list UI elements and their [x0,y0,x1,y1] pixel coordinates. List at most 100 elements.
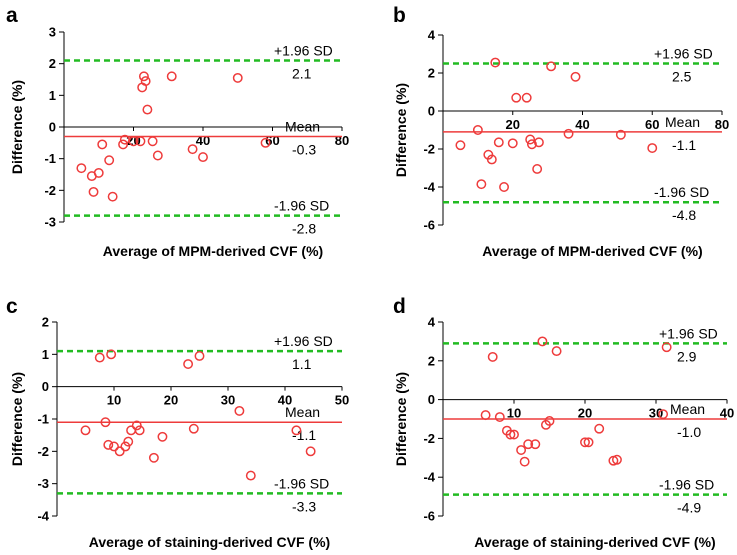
y-tick-label: 2 [428,353,435,368]
data-point [194,351,205,361]
x-tick-label: 40 [575,117,589,132]
data-point [260,137,271,148]
x-tick-label: 80 [335,133,349,148]
data-point [97,139,108,150]
data-point [188,423,199,434]
data-point [118,139,129,150]
data-point [100,417,111,428]
y-tick-label: 4 [428,28,436,43]
data-point [486,154,497,165]
data-point [583,437,594,448]
data-point [472,125,483,135]
sd-label: -1.96 SD [274,198,329,214]
data-point [647,143,658,154]
y-tick-label: -6 [423,509,435,524]
y-tick-label: -2 [37,444,49,459]
data-point [509,429,519,440]
x-axis-title: Average of staining-derived CVF (%) [89,534,330,550]
data-point [530,439,541,450]
x-tick-label: 20 [164,393,178,408]
y-axis-title: Difference (%) [9,372,25,466]
y-tick-label: -2 [423,142,435,157]
data-point [107,191,118,202]
data-point [661,342,672,353]
y-tick-label: 2 [42,315,49,330]
data-point [147,136,158,147]
data-point [140,76,151,87]
data-point [183,359,194,369]
y-tick-label: -6 [423,218,435,233]
y-axis-title: Difference (%) [393,372,409,466]
data-point [487,351,498,362]
y-tick-label: 0 [428,392,435,407]
sd-value-label: -4.8 [672,207,696,223]
x-axis-title: Average of MPM-derived CVF (%) [482,243,702,259]
data-point [138,71,149,82]
data-point [120,441,131,452]
y-axis-title: Difference (%) [393,83,409,177]
data-point [245,470,256,481]
data-point [93,167,104,178]
y-tick-label: 1 [42,347,49,362]
data-point [612,454,622,465]
x-axis-title: Average of MPM-derived CVF (%) [103,243,323,259]
data-point [570,71,581,82]
y-tick-label: -1 [37,412,49,427]
x-tick-label: 80 [715,117,729,132]
sd-value-label: 2.9 [677,348,697,364]
data-point [305,446,316,457]
y-tick-label: 2 [49,56,56,71]
y-tick-label: 0 [42,379,49,394]
sd-label: +1.96 SD [274,43,333,59]
data-point [521,92,532,103]
data-point [658,409,669,420]
data-point [455,140,466,151]
y-tick-label: -2 [423,431,435,446]
data-point [546,61,557,72]
data-point [537,336,548,347]
data-point [142,104,153,115]
mean-value-label: -0.3 [292,142,316,158]
y-tick-label: 3 [49,25,56,40]
data-point [76,163,87,174]
data-point [234,405,245,416]
mean-label: Mean [665,114,700,130]
data-point [563,128,574,139]
data-point [187,144,198,155]
y-tick-label: 1 [49,88,56,103]
data-point [88,186,99,197]
data-point [232,72,243,83]
data-point [544,415,555,426]
sd-value-label: -3.3 [292,498,316,514]
y-tick-label: 0 [49,120,56,135]
y-tick-label: -4 [423,470,435,485]
mean-value-label: -1.0 [677,424,701,440]
data-point [198,152,208,163]
y-tick-label: -1 [44,151,56,166]
data-point [80,425,91,436]
data-point [152,150,163,161]
y-axis-title: Difference (%) [9,80,25,174]
x-tick-label: 30 [221,393,235,408]
x-tick-label: 40 [720,406,734,421]
data-point [166,71,177,82]
y-tick-label: -4 [37,509,49,524]
y-tick-label: -2 [44,183,56,198]
data-point [526,139,537,150]
data-point [135,136,146,147]
y-tick-label: 0 [428,104,435,119]
x-tick-label: 10 [107,393,121,408]
x-tick-label: 20 [506,117,520,132]
y-tick-label: -4 [423,180,435,195]
data-point [104,155,115,166]
data-point [580,437,590,448]
panel-letter: d [393,295,406,318]
x-tick-label: 40 [278,393,292,408]
data-point [516,445,527,455]
data-point [109,441,119,452]
data-point [94,352,105,363]
